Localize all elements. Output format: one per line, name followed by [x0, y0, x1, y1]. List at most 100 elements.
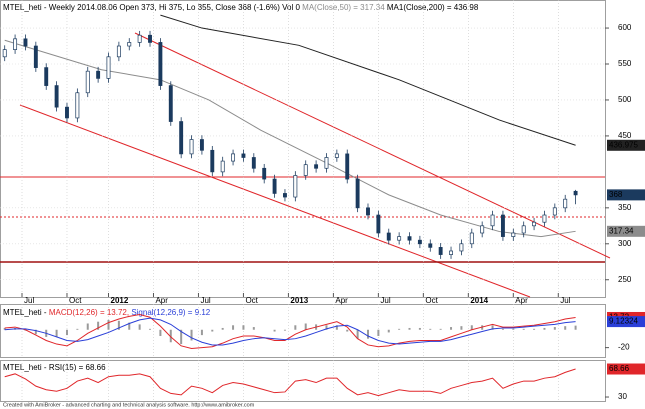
candle-body	[386, 232, 391, 241]
histogram-bar	[294, 325, 297, 330]
value-box	[607, 363, 645, 375]
x-tick-label: Apr	[335, 296, 348, 305]
price-frame	[0, 0, 606, 298]
histogram-bar	[501, 328, 504, 330]
y-tick-label: 350	[618, 203, 632, 212]
histogram-bar	[138, 324, 141, 330]
candle-body	[366, 207, 370, 216]
candle-body	[428, 243, 433, 248]
title: MTEL_heti -	[3, 308, 47, 317]
histogram-bar	[55, 329, 58, 337]
y-tick-label: 30	[618, 392, 627, 401]
y-tick-label: 550	[618, 59, 632, 68]
histogram-bar	[169, 329, 172, 343]
histogram-bar	[470, 325, 473, 330]
candle-body	[96, 70, 101, 79]
candle-body	[490, 214, 495, 227]
candle-body	[54, 85, 59, 108]
lower-channel	[19, 104, 531, 298]
value-box	[607, 316, 645, 328]
series-line	[4, 368, 576, 397]
histogram-bar	[86, 323, 89, 330]
candle-body	[231, 153, 236, 162]
candle-body	[573, 190, 578, 196]
legend-rsi: RSI(15) = 68.66	[49, 363, 106, 372]
value-box-label: 68.66	[609, 364, 630, 373]
legend-signal: Signal(12,26,9) = 9.12	[131, 308, 210, 317]
candle-body	[407, 236, 412, 241]
candle-body	[148, 34, 152, 43]
candle-body	[469, 232, 474, 245]
y-tick-label: 500	[618, 95, 632, 104]
histogram-bar	[76, 328, 79, 330]
upper-channel	[134, 32, 611, 259]
value-box	[607, 189, 645, 201]
y-tick-label: -20	[618, 343, 630, 352]
histogram-bar	[128, 322, 131, 330]
candle-body	[500, 214, 505, 237]
x-tick-label: Apr	[515, 296, 528, 305]
histogram-bar	[3, 327, 6, 330]
x-tick-label: 2014	[470, 296, 488, 305]
histogram-bar	[232, 325, 235, 330]
histogram-bar	[252, 327, 255, 330]
candle-body	[137, 34, 142, 43]
candle-body	[210, 149, 215, 173]
candle-body	[552, 207, 557, 216]
candle-body	[272, 178, 277, 194]
candle-body	[314, 164, 319, 169]
histogram-bar	[159, 329, 162, 337]
histogram-bar	[522, 328, 525, 330]
candle-body	[303, 164, 308, 176]
histogram-bar	[387, 329, 390, 333]
histogram-bar	[564, 326, 567, 330]
histogram-bar	[366, 329, 369, 339]
histogram-bar	[408, 327, 411, 330]
candle-body	[334, 153, 339, 158]
histogram-bar	[149, 328, 152, 330]
candle-body	[293, 175, 298, 198]
macd-frame	[0, 304, 606, 358]
histogram-bar	[491, 325, 494, 330]
candle-body	[324, 157, 329, 169]
candle-body	[85, 70, 90, 94]
candle-body	[65, 106, 69, 119]
y-tick-label: 450	[618, 131, 632, 140]
candle-body	[459, 243, 464, 252]
histogram-bar	[398, 328, 401, 330]
histogram-bar	[107, 319, 110, 330]
panel-frames	[0, 0, 606, 402]
histogram-bar	[429, 328, 432, 330]
x-tick-label: Oct	[425, 296, 438, 305]
candle-body	[168, 85, 173, 122]
candle-body	[521, 225, 526, 234]
candle-body	[283, 193, 287, 198]
histogram-bar	[543, 327, 546, 330]
histogram-bar	[242, 325, 245, 330]
price-title: MTEL_heti - Weekly 2014.08.06 Open 373, …	[3, 3, 479, 12]
histogram-bar	[346, 329, 349, 332]
candle-body	[262, 167, 267, 180]
candle-body	[179, 121, 184, 155]
x-tick-label: Jul	[380, 296, 390, 305]
series-line	[4, 317, 576, 346]
candle-body	[355, 178, 360, 209]
histogram-bar	[65, 329, 68, 336]
histogram-bar	[221, 327, 224, 330]
histogram-bar	[553, 327, 556, 330]
candle-body	[158, 42, 163, 86]
candle-body	[251, 157, 256, 169]
x-tick-label: Oct	[245, 296, 258, 305]
histogram-bar	[180, 329, 183, 345]
candle-body	[563, 198, 568, 209]
candle-body	[480, 225, 485, 234]
title: MTEL_heti - Weekly 2014.08.06 Open 373, …	[3, 3, 300, 12]
histogram-bar	[117, 320, 120, 330]
value-box-label: 317.34	[609, 226, 634, 235]
histogram-bar	[377, 329, 380, 337]
histogram-bar	[356, 329, 359, 339]
histogram-bar	[97, 321, 100, 330]
macd-title: MTEL_heti - MACD(12,26) = 13.72, Signal(…	[3, 308, 211, 317]
candle-body	[127, 42, 132, 47]
